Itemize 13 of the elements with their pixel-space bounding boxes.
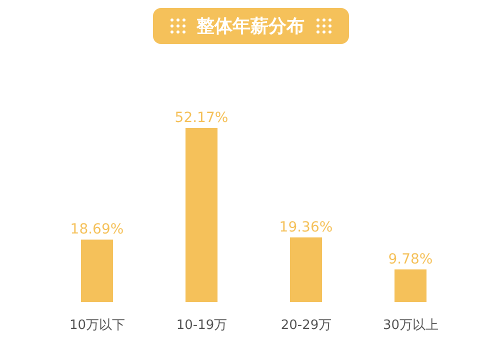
data-label: 18.69% [70, 222, 124, 238]
data-label: 19.36% [279, 219, 333, 236]
chart-title: 整体年薪分布 [196, 15, 304, 38]
data-label: 9.78% [388, 251, 433, 268]
data-label: 52.17% [174, 110, 228, 126]
bar [290, 237, 322, 302]
bar [186, 128, 218, 302]
bar [394, 269, 426, 302]
x-tick-label: 10-19万 [176, 318, 228, 334]
bar [81, 240, 113, 302]
x-tick-label: 10万以下 [69, 318, 126, 334]
x-tick-label: 20-29万 [280, 318, 332, 334]
x-tick-label: 30万以上 [382, 318, 439, 334]
